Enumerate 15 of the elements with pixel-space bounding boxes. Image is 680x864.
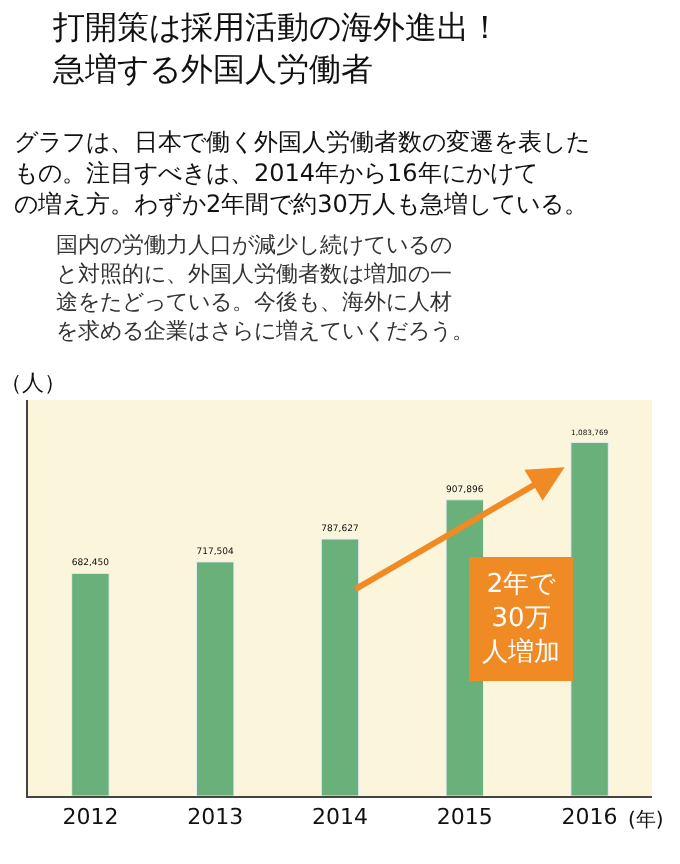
bar xyxy=(195,561,235,796)
x-tick-label: 2015 xyxy=(436,804,493,831)
chart-title: 打開策は採用活動の海外進出！急増する外国人労働者 xyxy=(50,8,501,88)
bar xyxy=(320,538,360,796)
x-axis-title: (年) xyxy=(628,808,664,832)
annotation: 2年で30万人増加 xyxy=(482,570,560,668)
x-tick-label: 2013 xyxy=(187,804,244,831)
x-tick-label: 2012 xyxy=(62,804,119,831)
text: 国内の労働力人口が減少し続けているのと対照的に、外国人労働者数は増加の一途をたどっている。今後も、海外に人材を求める企業はさらに増えていくだろう。 xyxy=(56,232,474,344)
bar xyxy=(71,572,110,796)
y-axis-title: （人） xyxy=(0,370,66,396)
x-tick-label: 2014 xyxy=(312,804,368,831)
bar xyxy=(570,441,609,796)
chart-subtitle: グラフは、日本で働く外国人労働者数の変遷を表したもの。注目すべきは、2014年から16年にかけての増え方。わずか2年間で約30万人も急増している。 xyxy=(14,128,590,219)
x-tick-label: 2016 xyxy=(561,804,618,831)
